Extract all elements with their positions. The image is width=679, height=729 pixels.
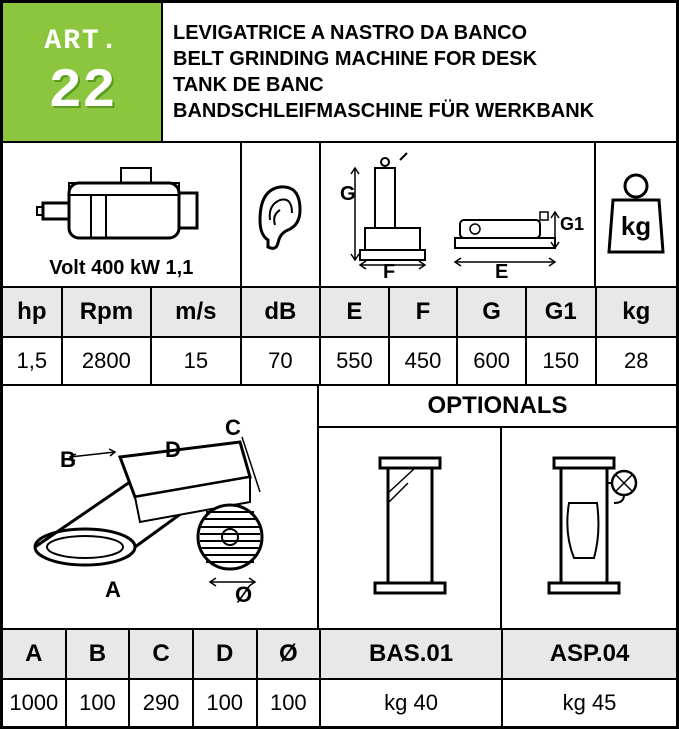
spec-sheet: ART. 22 LEVIGATRICE A NASTRO DA BANCO BE… <box>0 0 679 729</box>
icon-row: Volt 400 kW 1,1 G <box>2 142 677 287</box>
val-asp: kg 45 <box>502 679 677 727</box>
hdr-rpm: Rpm <box>62 287 151 337</box>
lower-row: A B C D Ø OPTIONALS <box>2 385 677 629</box>
hdr-db: dB <box>241 287 321 337</box>
belt-icon: A B C D Ø <box>10 397 310 617</box>
optionals-column: OPTIONALS <box>318 385 677 629</box>
stand-asp-icon <box>529 448 649 608</box>
val-c: 290 <box>129 679 193 727</box>
hdr-b: B <box>66 629 130 679</box>
article-number: 22 <box>48 63 115 119</box>
noise-cell <box>241 142 321 287</box>
val-a: 1000 <box>2 679 66 727</box>
hdr-d: D <box>193 629 257 679</box>
weight-cell: kg <box>595 142 677 287</box>
optional-asp-cell <box>501 427 677 629</box>
val-g: 600 <box>457 337 526 385</box>
title-de: BANDSCHLEIFMASCHINE FÜR WERKBANK <box>173 98 666 124</box>
belt-diagram-cell: A B C D Ø <box>2 385 318 629</box>
bottom-header-row: A B C D Ø BAS.01 ASP.04 <box>2 629 677 679</box>
optionals-images <box>318 427 677 629</box>
hdr-a: A <box>2 629 66 679</box>
spec-values-row: 1,5 2800 15 70 550 450 600 150 28 <box>2 337 677 385</box>
hdr-bas: BAS.01 <box>320 629 502 679</box>
val-g1: 150 <box>526 337 596 385</box>
article-label: ART. <box>44 26 119 57</box>
val-ms: 15 <box>151 337 240 385</box>
hdr-asp: ASP.04 <box>502 629 677 679</box>
motor-cell: Volt 400 kW 1,1 <box>2 142 241 287</box>
val-bas: kg 40 <box>320 679 502 727</box>
header-row: ART. 22 LEVIGATRICE A NASTRO DA BANCO BE… <box>2 2 677 142</box>
ear-icon <box>250 175 310 255</box>
dim-label-e: E <box>495 261 508 280</box>
optional-bas-cell <box>318 427 501 629</box>
hdr-g: G <box>457 287 526 337</box>
bottom-values-row: 1000 100 290 100 100 kg 40 kg 45 <box>2 679 677 727</box>
belt-label-c: C <box>225 415 241 440</box>
dimensions-icon: G F G1 E <box>325 150 590 280</box>
val-e: 550 <box>320 337 389 385</box>
optionals-header: OPTIONALS <box>318 385 677 427</box>
stand-bas-icon <box>360 448 460 608</box>
val-d: 100 <box>193 679 257 727</box>
belt-label-d: D <box>165 437 181 462</box>
hdr-f: F <box>389 287 458 337</box>
val-hp: 1,5 <box>2 337 62 385</box>
dimensions-cell: G F G1 E <box>320 142 595 287</box>
title-block: LEVIGATRICE A NASTRO DA BANCO BELT GRIND… <box>162 2 677 142</box>
belt-label-a: A <box>105 577 121 602</box>
val-kg: 28 <box>596 337 678 385</box>
val-rpm: 2800 <box>62 337 151 385</box>
title-it: LEVIGATRICE A NASTRO DA BANCO <box>173 20 666 46</box>
val-db: 70 <box>241 337 321 385</box>
motor-icon <box>31 163 211 253</box>
hdr-c: C <box>129 629 193 679</box>
motor-spec-text: Volt 400 kW 1,1 <box>49 257 193 280</box>
hdr-hp: hp <box>2 287 62 337</box>
dim-label-g: G <box>340 183 356 205</box>
val-f: 450 <box>389 337 458 385</box>
hdr-e: E <box>320 287 389 337</box>
dim-label-f: F <box>383 261 395 280</box>
article-badge: ART. 22 <box>2 2 162 142</box>
weight-icon: kg <box>601 170 671 260</box>
title-fr: TANK DE BANC <box>173 72 666 98</box>
title-en: BELT GRINDING MACHINE FOR DESK <box>173 46 666 72</box>
hdr-dia: Ø <box>257 629 321 679</box>
val-dia: 100 <box>257 679 321 727</box>
spec-header-row: hp Rpm m/s dB E F G G1 kg <box>2 287 677 337</box>
hdr-g1: G1 <box>526 287 596 337</box>
hdr-kg: kg <box>596 287 678 337</box>
kg-label: kg <box>621 211 651 241</box>
hdr-ms: m/s <box>151 287 240 337</box>
dim-label-g1: G1 <box>560 214 584 234</box>
val-b: 100 <box>66 679 130 727</box>
